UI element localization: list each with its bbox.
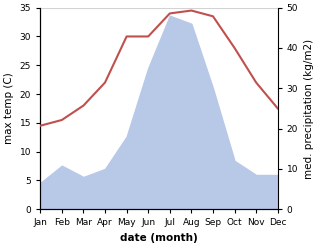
Y-axis label: max temp (C): max temp (C)	[4, 73, 14, 144]
Y-axis label: med. precipitation (kg/m2): med. precipitation (kg/m2)	[304, 38, 314, 179]
X-axis label: date (month): date (month)	[120, 233, 198, 243]
